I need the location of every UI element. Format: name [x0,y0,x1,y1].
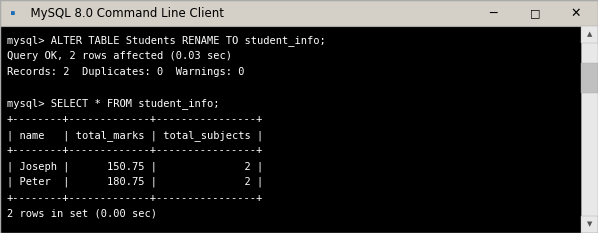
Text: ▪: ▪ [10,8,16,18]
Text: +--------+-------------+----------------+: +--------+-------------+----------------… [7,114,263,124]
Text: 2 rows in set (0.00 sec): 2 rows in set (0.00 sec) [7,208,157,218]
Text: MySQL 8.0 Command Line Client: MySQL 8.0 Command Line Client [23,7,224,20]
Text: mysql> ALTER TABLE Students RENAME TO student_info;: mysql> ALTER TABLE Students RENAME TO st… [7,35,326,46]
Text: □: □ [530,8,541,18]
Text: | Joseph |      150.75 |              2 |: | Joseph | 150.75 | 2 | [7,161,263,172]
Text: | name   | total_marks | total_subjects |: | name | total_marks | total_subjects | [7,130,263,140]
Text: Query OK, 2 rows affected (0.03 sec): Query OK, 2 rows affected (0.03 sec) [7,51,232,61]
Text: +--------+-------------+----------------+: +--------+-------------+----------------… [7,193,263,203]
Text: +--------+-------------+----------------+: +--------+-------------+----------------… [7,145,263,155]
Text: | Peter  |      180.75 |              2 |: | Peter | 180.75 | 2 | [7,177,263,187]
Text: Records: 2  Duplicates: 0  Warnings: 0: Records: 2 Duplicates: 0 Warnings: 0 [7,67,245,77]
Text: ─: ─ [490,7,497,20]
Text: ▲: ▲ [587,31,592,38]
Text: ▼: ▼ [587,222,592,227]
Text: ✕: ✕ [570,7,581,20]
Text: mysql> SELECT * FROM student_info;: mysql> SELECT * FROM student_info; [7,98,219,109]
